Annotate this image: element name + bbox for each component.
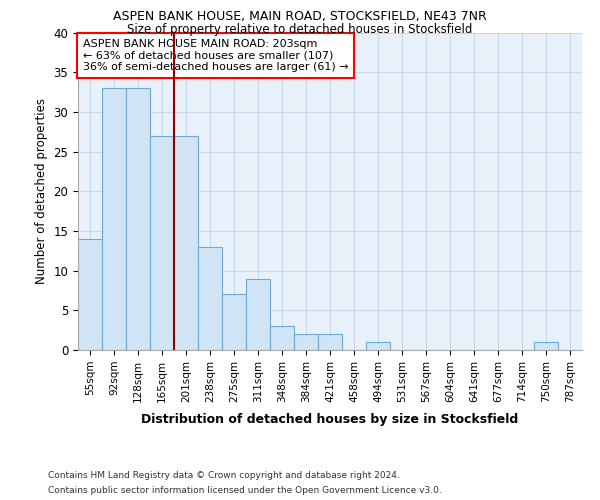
Bar xyxy=(366,342,390,350)
Bar xyxy=(270,326,294,350)
Bar xyxy=(534,342,558,350)
Bar xyxy=(174,136,198,350)
Bar xyxy=(222,294,246,350)
Text: Contains HM Land Registry data © Crown copyright and database right 2024.: Contains HM Land Registry data © Crown c… xyxy=(48,471,400,480)
Bar xyxy=(246,278,270,350)
Bar xyxy=(102,88,126,350)
Bar xyxy=(294,334,318,350)
Text: Size of property relative to detached houses in Stocksfield: Size of property relative to detached ho… xyxy=(127,22,473,36)
Text: Contains public sector information licensed under the Open Government Licence v3: Contains public sector information licen… xyxy=(48,486,442,495)
Bar xyxy=(318,334,342,350)
Y-axis label: Number of detached properties: Number of detached properties xyxy=(35,98,48,284)
Bar xyxy=(78,239,102,350)
Bar xyxy=(150,136,174,350)
Text: ASPEN BANK HOUSE, MAIN ROAD, STOCKSFIELD, NE43 7NR: ASPEN BANK HOUSE, MAIN ROAD, STOCKSFIELD… xyxy=(113,10,487,23)
Bar xyxy=(126,88,150,350)
Text: ASPEN BANK HOUSE MAIN ROAD: 203sqm
← 63% of detached houses are smaller (107)
36: ASPEN BANK HOUSE MAIN ROAD: 203sqm ← 63%… xyxy=(83,39,349,72)
Bar xyxy=(198,247,222,350)
X-axis label: Distribution of detached houses by size in Stocksfield: Distribution of detached houses by size … xyxy=(142,413,518,426)
